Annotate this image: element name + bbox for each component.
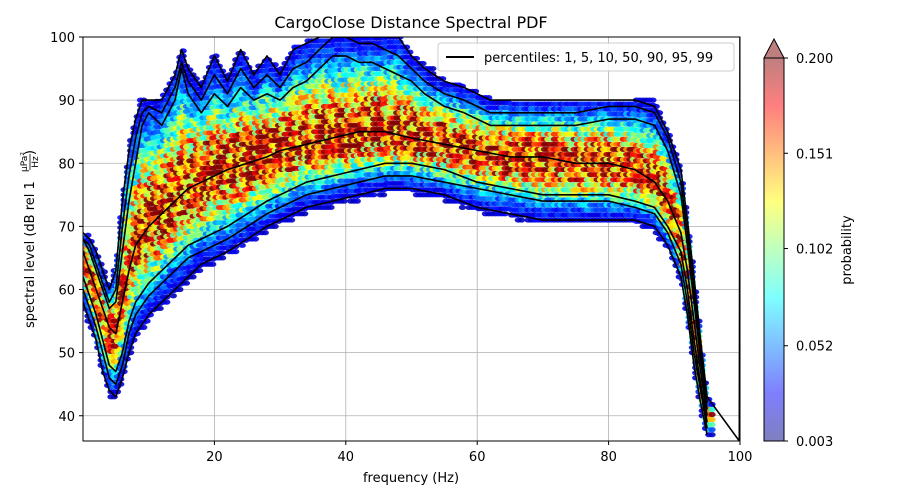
pdf-cell bbox=[189, 274, 197, 280]
pdf-cell bbox=[271, 223, 279, 229]
pdf-cell bbox=[169, 293, 177, 299]
pdf-cell bbox=[287, 217, 296, 223]
pdf-cell bbox=[458, 204, 467, 211]
pdf-cell bbox=[429, 65, 437, 72]
pdf-cell bbox=[232, 249, 240, 255]
pdf-cell bbox=[140, 324, 148, 330]
pdf-cell bbox=[517, 217, 526, 223]
pdf-cell bbox=[176, 286, 184, 293]
pdf-cell bbox=[340, 198, 348, 204]
pdf-cell bbox=[353, 198, 361, 204]
pdf-cell bbox=[251, 236, 260, 242]
pdf-cell bbox=[327, 204, 335, 211]
pdf-cell bbox=[163, 299, 171, 305]
pdf-cell bbox=[219, 255, 227, 261]
pdf-cell bbox=[196, 267, 204, 274]
pdf-cell bbox=[379, 192, 388, 198]
pdf-cell bbox=[182, 280, 191, 286]
pdf-cell bbox=[156, 305, 164, 312]
chart-title: CargoClose Distance Spectral PDF bbox=[274, 13, 547, 32]
pdf-cell bbox=[301, 211, 309, 217]
pdf-cell bbox=[209, 261, 217, 267]
pdf-cell bbox=[370, 192, 378, 198]
pdf-cell bbox=[261, 230, 269, 236]
